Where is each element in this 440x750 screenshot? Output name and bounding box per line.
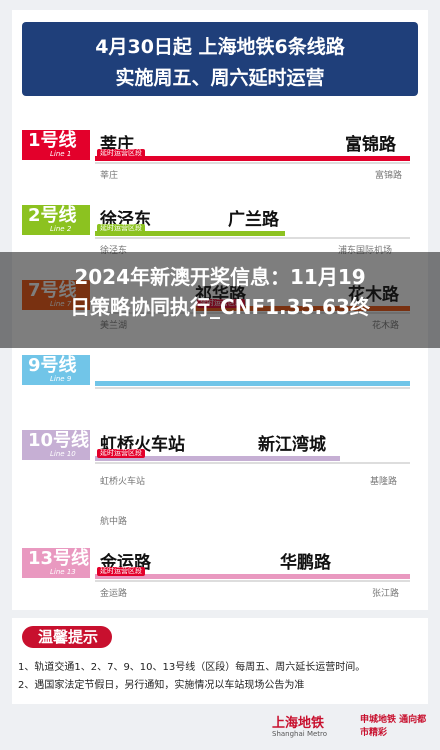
terminal: 徐泾东 [100,246,128,256]
terminal: 莘庄 [100,171,119,181]
notice-item: 1、轨道交通1、2、7、9、10、13号线（区段）每周五、周六延长运营时间。 [18,662,366,673]
line-badge-en: Line 13 [50,568,76,576]
section-tag: 延时运营区段 [97,224,145,233]
brand: 上海地铁 [272,716,325,731]
notice-title: 温馨提示 [22,626,112,648]
line-bar-base [95,237,410,239]
line-bar [95,156,410,161]
line-bar [95,456,340,461]
station: 华鹏路 [280,553,331,573]
terminal: 虹桥火车站 [100,477,146,487]
terminal: 金运路 [100,589,128,599]
terminal: 富锦路 [375,171,403,181]
line-badge-en: Line 9 [50,375,72,383]
terminal: 航中路 [100,517,128,527]
section-tag: 延时运营区段 [97,567,145,576]
slogan: 申城地铁 通向都市精彩 [360,715,427,738]
line-bar [95,574,410,579]
section-tag: 延时运营区段 [97,449,145,458]
overlay-line: 日策略协同执行_CNF1.35.63终 [70,295,370,319]
overlay: 2024年新澳开奖信息：11月19 日策略协同执行_CNF1.35.63终 [0,252,440,348]
line-badge-en: Line 1 [50,150,72,158]
line-bar [95,381,410,386]
station: 富锦路 [345,135,396,155]
terminal: 浦东国际机场 [338,246,393,256]
line-badge: 13号线 Line 13 [22,548,90,578]
header-subtitle: 实施周五、周六延时运营 [115,67,325,89]
line-badge-en: Line 2 [50,225,72,233]
line-badge: 9号线 Line 9 [22,355,90,385]
brand-en: Shanghai Metro [272,730,328,738]
terminal: 张江路 [372,589,400,599]
station: 广兰路 [228,210,279,230]
line-bar [95,231,285,236]
overlay-line: 2024年新澳开奖信息：11月19 [74,265,366,289]
header: 4月30日起 上海地铁6条线路 实施周五、周六延时运营 [22,22,418,96]
section-tag: 延时运营区段 [97,149,145,158]
line-badge-en: Line 10 [50,450,76,458]
notice-item: 2、遇国家法定节假日，另行通知，实施情况以车站现场公告为准 [18,680,305,691]
line-badge: 10号线 Line 10 [22,430,90,460]
line-badge: 2号线 Line 2 [22,205,90,235]
header-title: 4月30日起 上海地铁6条线路 [95,36,345,58]
station: 新江湾城 [258,435,326,455]
line-bar-base [95,580,410,582]
line-badge: 1号线 Line 1 [22,130,90,160]
line-bar-base [95,162,410,164]
line-bar-base [95,462,410,464]
terminal: 基隆路 [370,477,398,487]
line-bar-base [95,387,410,389]
